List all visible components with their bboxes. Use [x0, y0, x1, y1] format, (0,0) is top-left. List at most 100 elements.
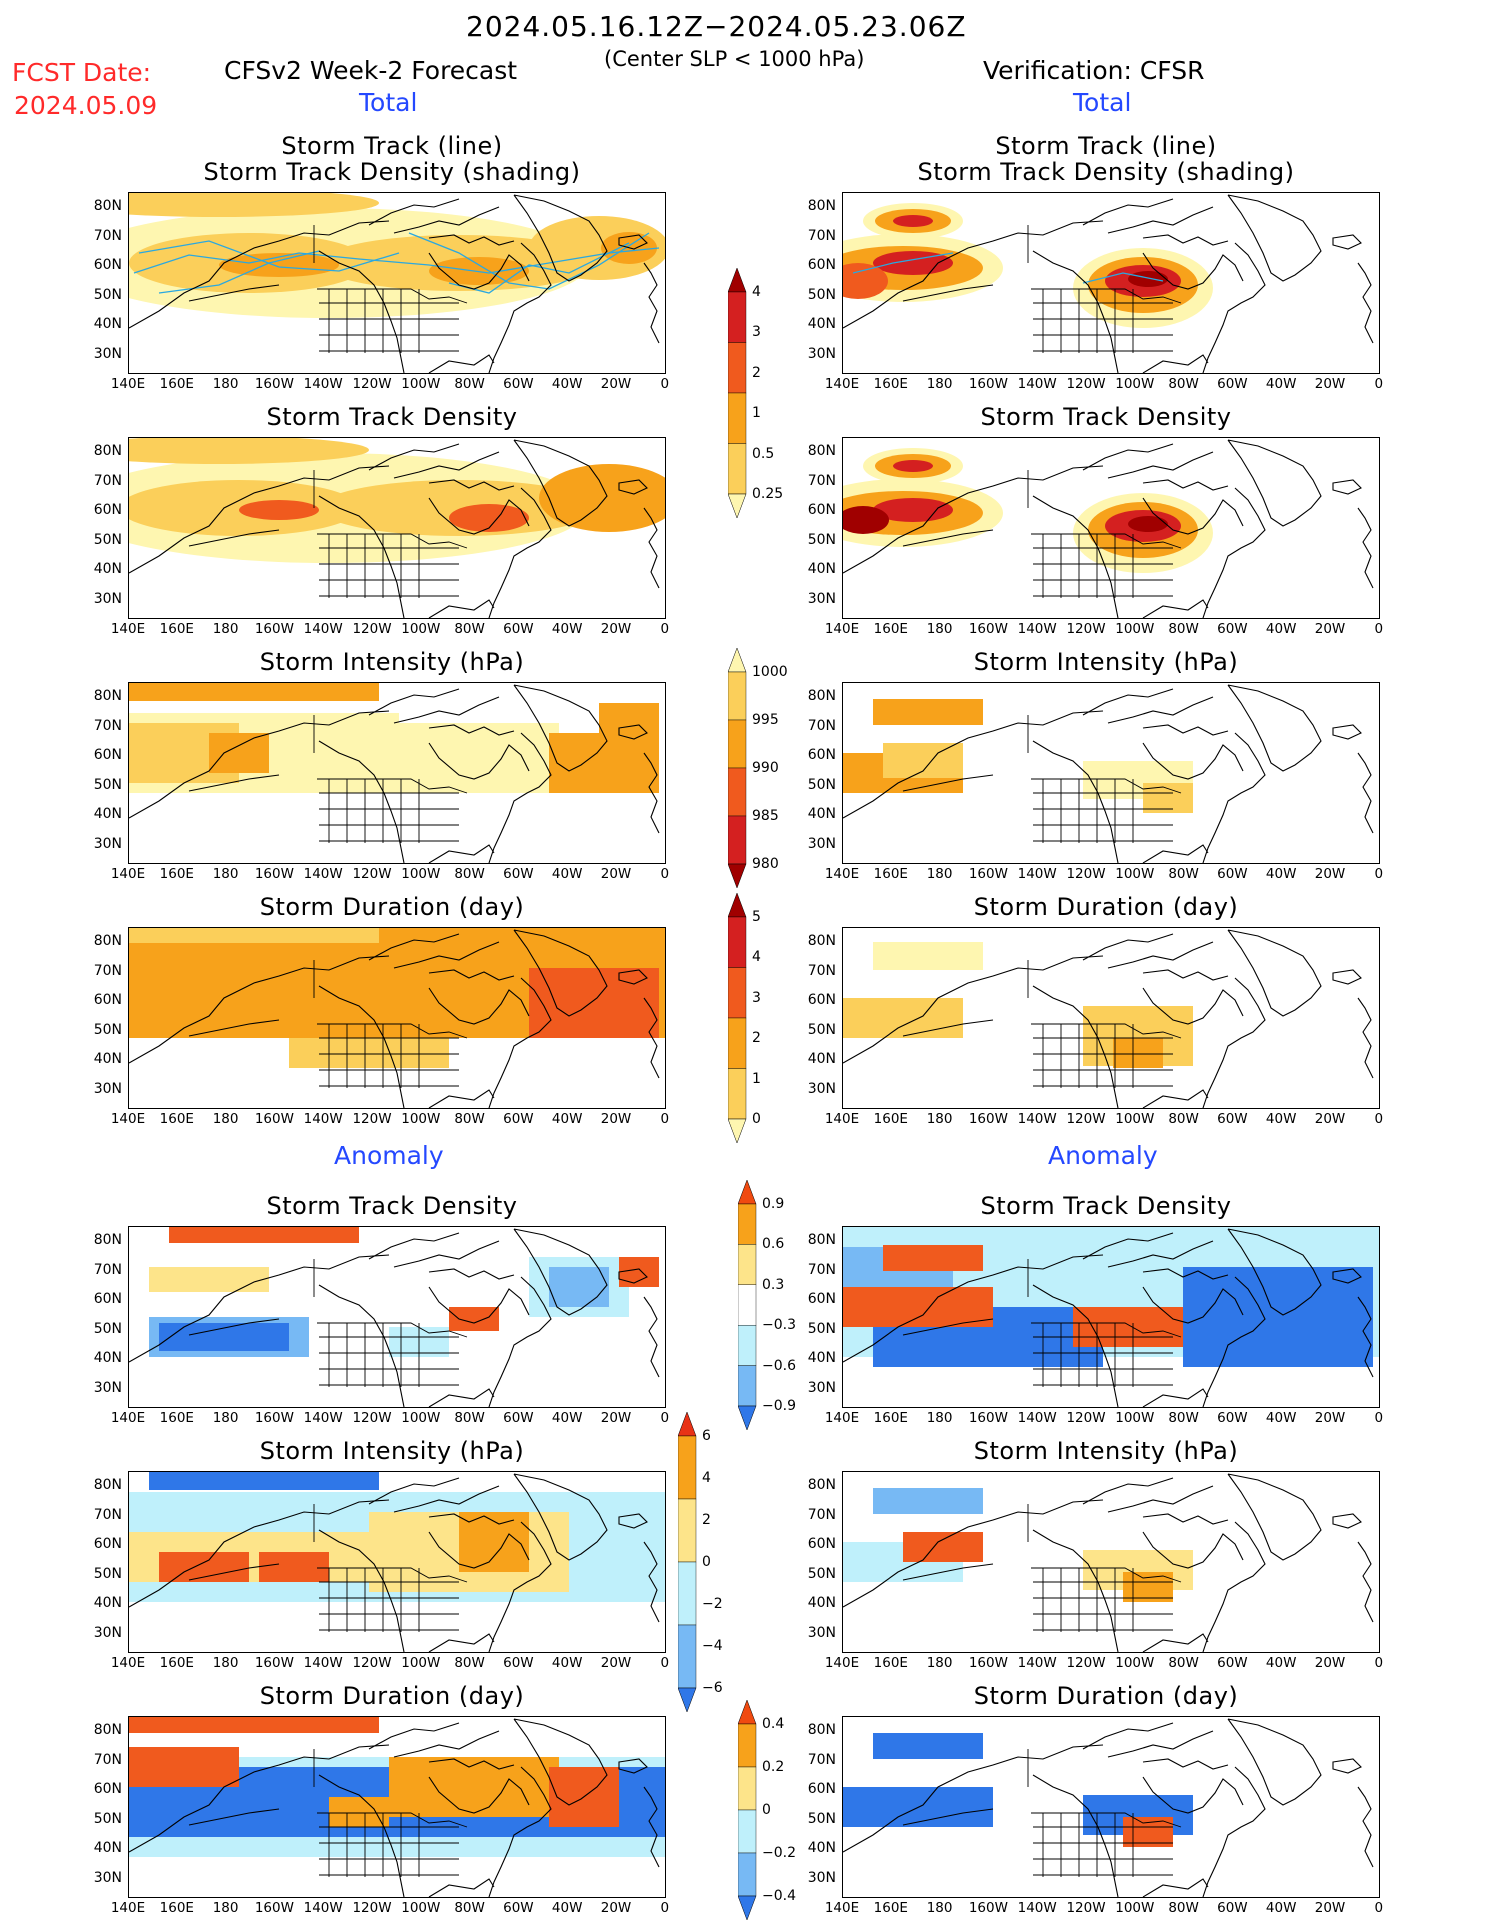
lon-tick-label: 160W — [254, 1900, 294, 1916]
colorbar-label: 995 — [752, 712, 779, 728]
lon-tick-label: 140W — [1017, 1655, 1057, 1671]
coastline — [129, 1718, 660, 1897]
map-density-anomaly-forecast — [128, 1226, 666, 1408]
lon-tick-label: 60W — [503, 866, 534, 882]
lat-tick-label: 60N — [807, 747, 836, 763]
colorbar-segment — [727, 863, 747, 889]
lon-tick-label: 20W — [1314, 1410, 1346, 1426]
lon-tick-label: 160E — [873, 1111, 908, 1127]
lon-tick-label: 0 — [1374, 376, 1384, 392]
lon-tick-label: 140W — [1017, 1111, 1057, 1127]
panel-title-density-total-right: Storm Track Density — [980, 403, 1232, 431]
lon-tick-label: 120W — [1066, 621, 1106, 637]
lat-tick-label: 60N — [93, 1536, 122, 1552]
colorbar-segment — [727, 443, 747, 495]
colorbar-label: 0 — [752, 1111, 761, 1127]
lat-tick-label: 80N — [93, 933, 122, 949]
colorbar-segment — [727, 342, 747, 394]
lon-tick-label: 180 — [926, 621, 953, 637]
colorbar-label: 6 — [702, 1428, 711, 1444]
lon-tick-label: 80W — [1168, 1655, 1199, 1671]
panel-title-duration-total-left: Storm Duration (day) — [259, 893, 525, 921]
lon-tick-label: 140E — [824, 1655, 860, 1671]
lat-tick-label: 40N — [93, 316, 122, 332]
colorbar-segment — [737, 1244, 757, 1286]
colorbar-label: 4 — [752, 949, 761, 966]
lat-tick-label: 30N — [93, 1080, 122, 1097]
right-heading: Verification: CFSR — [983, 56, 1205, 85]
lon-tick-label: 140E — [110, 376, 146, 392]
coastline — [129, 684, 660, 863]
lon-tick-label: 140E — [824, 1410, 860, 1426]
lon-tick-label: 160W — [968, 1655, 1008, 1671]
lon-tick-label: 60W — [503, 621, 534, 637]
lon-tick-label: 120W — [1066, 1655, 1106, 1671]
lat-tick-label: 30N — [807, 1080, 836, 1097]
state-borders — [1027, 1504, 1182, 1632]
lat-tick-label: 40N — [807, 1051, 836, 1067]
lon-tick-label: 160E — [873, 376, 908, 392]
lon-tick-label: 120W — [1066, 376, 1106, 392]
lat-tick-label: 50N — [93, 1021, 122, 1038]
lon-tick-label: 40W — [1265, 866, 1297, 882]
lon-tick-label: 60W — [503, 1111, 534, 1127]
lon-tick-label: 40W — [551, 1900, 583, 1916]
panel-title-track-line-left: Storm Track (line) — [281, 132, 503, 160]
lon-tick-label: 140W — [303, 376, 343, 392]
lat-tick-label: 70N — [807, 1506, 836, 1523]
panel-title-intensity-anom-left: Storm Intensity (hPa) — [259, 1437, 525, 1465]
lon-tick-label: 100W — [401, 621, 441, 637]
colorbar-segment — [737, 1766, 757, 1811]
lat-tick-label: 50N — [807, 776, 836, 793]
colorbar-duration-anomaly — [737, 1699, 758, 1926]
lon-tick-label: 40W — [551, 1111, 583, 1127]
lon-tick-label: 100W — [401, 1900, 441, 1916]
lat-tick-label: 70N — [807, 472, 836, 489]
colorbar-label: 0.25 — [752, 486, 784, 502]
lon-tick-label: 20W — [1314, 376, 1346, 392]
lon-tick-label: 40W — [551, 621, 583, 637]
map-duration-anomaly-verification — [842, 1716, 1380, 1898]
lon-tick-label: 60W — [1217, 1111, 1248, 1127]
lat-tick-label: 70N — [807, 1751, 836, 1768]
map-duration-anomaly-forecast — [128, 1716, 666, 1898]
lon-tick-label: 180 — [212, 1111, 239, 1127]
lon-tick-label: 60W — [1217, 621, 1248, 637]
lat-tick-label: 50N — [807, 1021, 836, 1038]
lat-tick-label: 80N — [93, 1722, 122, 1738]
lon-tick-label: 160E — [159, 376, 194, 392]
lon-tick-label: 160W — [254, 1655, 294, 1671]
colorbar-label: −0.2 — [762, 1845, 796, 1861]
lat-tick-label: 30N — [807, 590, 836, 607]
lon-tick-label: 100W — [401, 376, 441, 392]
lon-tick-label: 40W — [1265, 1900, 1297, 1916]
colorbar-segment — [677, 1687, 697, 1713]
coastline — [129, 194, 660, 373]
lon-tick-label: 20W — [600, 376, 632, 392]
left-total-label: Total — [359, 88, 418, 117]
lon-tick-label: 0 — [660, 621, 670, 637]
lon-tick-label: 140E — [110, 866, 146, 882]
map-storm-track-forecast — [128, 192, 666, 374]
lon-tick-label: 160E — [873, 621, 908, 637]
lat-tick-label: 30N — [807, 835, 836, 852]
lat-tick-label: 70N — [807, 962, 836, 979]
lon-tick-label: 0 — [1374, 1410, 1384, 1426]
lon-tick-label: 20W — [1314, 1900, 1346, 1916]
colorbar-label: 0.5 — [752, 445, 775, 462]
colorbar-label: 0.4 — [762, 1716, 785, 1732]
lon-tick-label: 180 — [212, 376, 239, 392]
lat-tick-label: 50N — [93, 776, 122, 793]
lat-tick-label: 40N — [93, 806, 122, 822]
lon-tick-label: 160E — [159, 866, 194, 882]
lon-tick-label: 20W — [600, 1655, 632, 1671]
lat-tick-label: 70N — [807, 227, 836, 244]
lon-tick-label: 60W — [1217, 1900, 1248, 1916]
lon-tick-label: 160E — [873, 1655, 908, 1671]
colorbar-label: 2 — [702, 1512, 711, 1528]
lon-tick-label: 60W — [503, 1655, 534, 1671]
lon-tick-label: 160E — [873, 866, 908, 882]
lat-tick-label: 60N — [807, 1291, 836, 1307]
lon-tick-label: 80W — [454, 1410, 485, 1426]
lon-tick-label: 160E — [159, 1900, 194, 1916]
